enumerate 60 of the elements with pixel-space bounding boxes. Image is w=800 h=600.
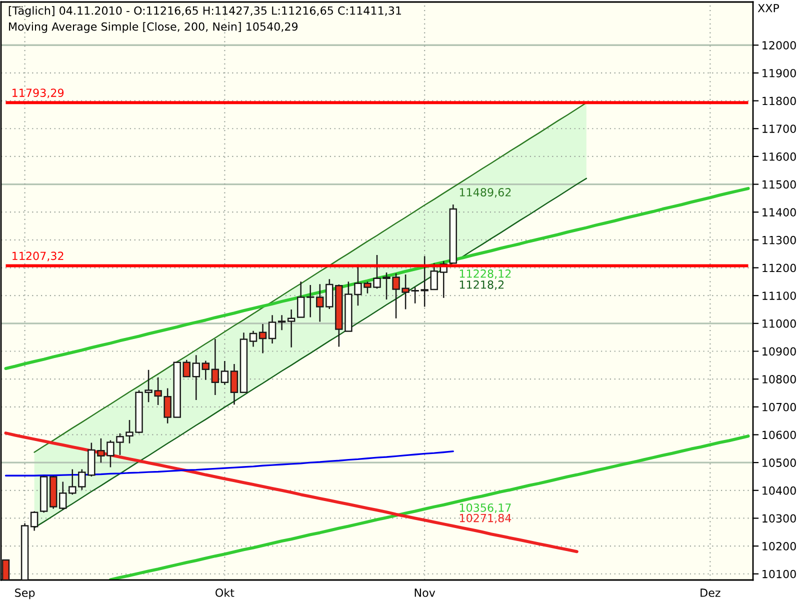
candlestick: [287, 308, 296, 348]
y-tick-label: 10200: [762, 542, 796, 550]
candlestick: [258, 323, 267, 354]
x-tick-label: Dez: [700, 588, 720, 597]
y-tick-label: 11000: [762, 319, 796, 328]
candlestick: [192, 354, 200, 401]
y-tick-label: 11300: [762, 236, 796, 244]
candlestick: [249, 330, 258, 348]
y-tick-label: 12000: [762, 41, 796, 50]
candlestick: [430, 262, 438, 291]
data-label: 11793,29: [12, 88, 64, 98]
candlestick: [306, 284, 314, 318]
y-tick-label: 10300: [762, 514, 796, 523]
text: Moving Average Simple [Close, 200, Nein] 10540,29: [9, 22, 298, 33]
x-tick-label: Okt: [216, 588, 234, 597]
candlestick: [230, 363, 238, 406]
candlestick: [2, 559, 10, 580]
data-label: 11218,2: [460, 280, 504, 290]
candlestick: [30, 510, 38, 532]
candlestick: [240, 332, 248, 394]
candlestick: [316, 284, 324, 322]
candlestick: [182, 359, 190, 378]
y-tick-label: 10100: [762, 570, 796, 578]
y-tick-label: 11800: [762, 96, 796, 106]
candlestick: [211, 338, 220, 396]
chart-title: [Täglich] 04.11.2010 - O:11216,65 H:11427,35 L:11216,65 C:11411,31: [8, 6, 401, 17]
line-series: [4, 186, 750, 370]
candlestick: [278, 314, 286, 331]
candlestick: [49, 475, 58, 510]
y-tick-label: 11900: [762, 68, 796, 78]
y-tick-label: 11200: [762, 264, 796, 272]
candlestick: [449, 204, 458, 264]
x-tick-label: Nov: [414, 588, 436, 597]
candlestick: [202, 360, 210, 381]
candlestick: [59, 481, 67, 510]
data-label: 11207,32: [12, 252, 64, 262]
line-series: [4, 450, 454, 476]
y-tick-label: 10500: [762, 458, 796, 467]
x-tick-label: Sep: [15, 588, 35, 600]
candlestick: [220, 360, 229, 386]
y-tick-label: 10600: [762, 430, 796, 440]
y-tick-label: 11500: [762, 180, 796, 189]
candlestick: [268, 314, 276, 344]
candlestick: [40, 475, 48, 514]
data-label: 10356,17: [460, 503, 511, 514]
y-tick-label: 11400: [762, 208, 796, 216]
y-axis-title: XXP: [758, 4, 780, 12]
line-series: [4, 432, 578, 554]
y-tick-label: 11700: [762, 124, 796, 133]
data-label: 11228,12: [460, 269, 511, 279]
data-label: 10271,84: [460, 514, 512, 524]
y-tick-label: 10400: [762, 486, 796, 495]
y-tick-label: 10700: [762, 402, 796, 412]
y-tick-label: 11100: [762, 292, 796, 300]
data-label: 11489,62: [460, 188, 511, 198]
y-tick-label: 11600: [762, 152, 796, 161]
y-tick-label: 10800: [762, 375, 796, 384]
line-series: [108, 434, 750, 580]
candlestick: [296, 281, 305, 318]
y-tick-label: 10900: [762, 347, 796, 356]
